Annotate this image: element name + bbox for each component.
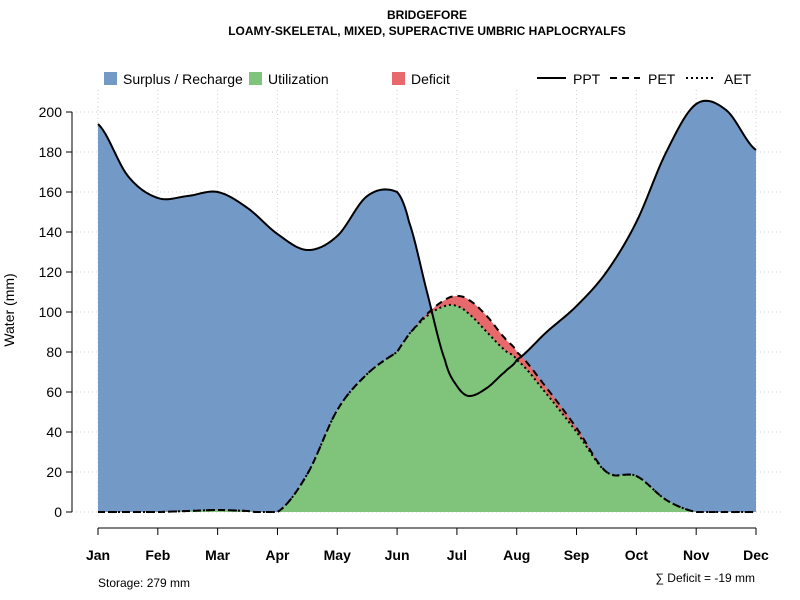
legend-label-surplus: Surplus / Recharge [123,71,243,87]
y-tick-label-180: 180 [39,144,63,160]
legend-swatch-surplus [104,72,117,85]
x-tick-label-apr: Apr [265,547,290,563]
x-tick-label-feb: Feb [145,547,170,563]
chart-title: BRIDGEFORE [387,8,467,22]
utilization-area [98,304,756,512]
ppt-line [97,99,757,398]
storage-note: Storage: 279 mm [98,576,190,590]
x-tick-label-sep: Sep [564,547,590,563]
deficit-note: ∑ Deficit = -19 mm [655,571,755,585]
y-tick-label-140: 140 [39,224,63,240]
legend: Surplus / Recharge Utilization Deficit P… [104,71,752,87]
aet-line [98,303,756,513]
legend-label-pet: PET [648,71,676,87]
x-tick-label-mar: Mar [205,547,230,563]
pet-line [98,294,756,513]
x-tick-label-jul: Jul [447,547,467,563]
legend-label-ppt: PPT [573,71,601,87]
series-lines [97,99,757,513]
x-tick-label-jun: Jun [385,547,410,563]
x-tick-label-aug: Aug [503,547,530,563]
x-tick-label-jan: Jan [86,547,110,563]
x-tick-label-may: May [324,547,351,563]
y-tick-label-80: 80 [46,344,62,360]
surplus-area [98,100,756,513]
x-tick-label-oct: Oct [625,547,649,563]
y-tick-label-100: 100 [39,304,63,320]
x-tick-label-nov: Nov [683,547,710,563]
legend-label-utilization: Utilization [268,71,329,87]
area-fills [98,100,756,513]
x-tick-label-dec: Dec [743,547,769,563]
legend-swatch-deficit [392,72,405,85]
legend-label-aet: AET [724,71,752,87]
legend-label-deficit: Deficit [411,71,450,87]
y-tick-label-40: 40 [46,424,62,440]
y-tick-label-20: 20 [46,464,62,480]
y-tick-label-60: 60 [46,384,62,400]
y-tick-label-200: 200 [39,104,63,120]
y-axis-label: Water (mm) [1,273,17,346]
legend-swatch-utilization [249,72,262,85]
y-tick-label-160: 160 [39,184,63,200]
axes: 0 20 40 60 80 100 120 140 160 180 200 Jan Feb Mar Apr M… [39,104,769,563]
y-tick-label-120: 120 [39,264,63,280]
chart-subtitle: LOAMY-SKELETAL, MIXED, SUPERACTIVE UMBRI… [228,24,626,38]
y-tick-label-0: 0 [54,504,62,520]
